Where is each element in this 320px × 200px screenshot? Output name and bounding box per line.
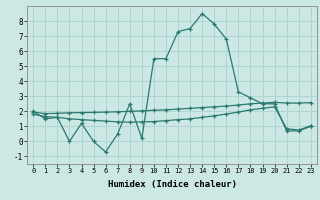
X-axis label: Humidex (Indice chaleur): Humidex (Indice chaleur)	[108, 180, 236, 189]
